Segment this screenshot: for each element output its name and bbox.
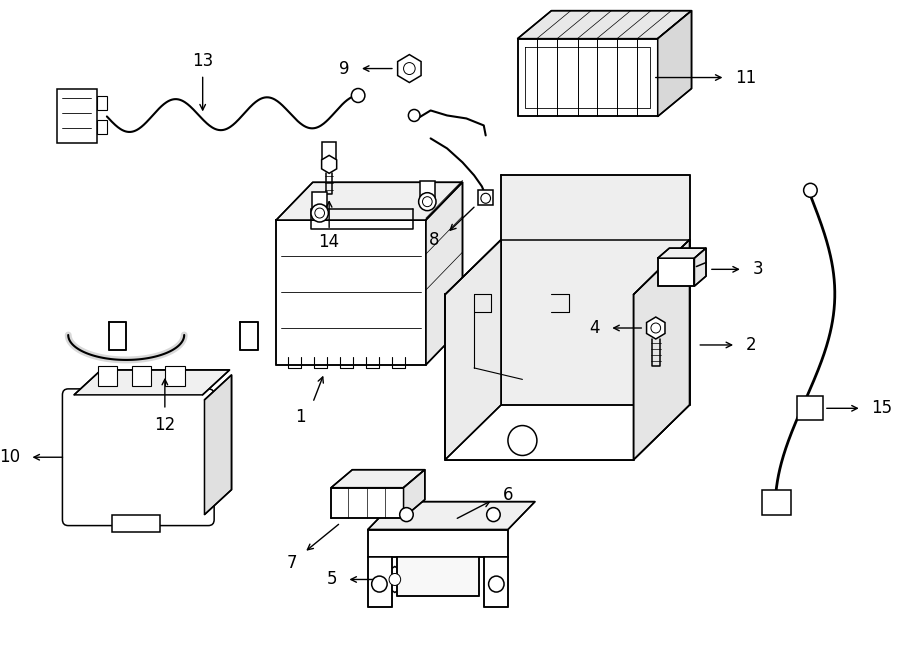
Polygon shape [426,182,463,365]
Circle shape [389,574,400,586]
Text: 1: 1 [295,408,305,426]
Circle shape [422,197,432,207]
Polygon shape [446,239,501,460]
Text: 6: 6 [503,486,514,504]
Circle shape [508,426,537,455]
Polygon shape [240,322,257,350]
Polygon shape [397,557,479,596]
Polygon shape [446,405,689,460]
Polygon shape [403,470,425,518]
Circle shape [315,208,325,218]
Circle shape [311,204,328,222]
Polygon shape [321,155,337,173]
Polygon shape [658,248,706,258]
Circle shape [403,63,415,75]
Polygon shape [484,557,508,607]
Polygon shape [74,370,230,395]
Circle shape [372,576,387,592]
Polygon shape [368,529,508,557]
Text: 12: 12 [154,416,176,434]
Text: 15: 15 [871,399,893,417]
Polygon shape [634,239,689,460]
Polygon shape [331,470,425,488]
Polygon shape [368,502,535,529]
Text: 7: 7 [287,553,297,572]
Text: 3: 3 [752,260,763,278]
Polygon shape [57,89,97,143]
Circle shape [804,183,817,197]
Bar [312,192,328,210]
Text: 8: 8 [428,231,439,249]
Polygon shape [446,295,634,460]
Polygon shape [97,97,107,110]
Circle shape [418,193,436,211]
Polygon shape [518,11,691,38]
Text: 10: 10 [0,448,20,466]
Text: 14: 14 [319,233,339,251]
Circle shape [481,193,491,204]
Text: 2: 2 [746,336,756,354]
Polygon shape [658,11,691,116]
FancyBboxPatch shape [62,389,214,525]
Polygon shape [97,120,107,134]
Circle shape [400,508,413,522]
Text: 13: 13 [192,52,213,71]
Polygon shape [276,182,463,220]
Polygon shape [166,366,184,386]
Polygon shape [646,317,665,339]
Polygon shape [322,142,336,165]
Circle shape [651,323,661,333]
Polygon shape [796,397,823,420]
Polygon shape [761,490,791,515]
Circle shape [351,89,364,102]
Polygon shape [501,175,689,405]
Polygon shape [478,190,493,206]
Polygon shape [331,488,403,518]
Polygon shape [658,258,695,286]
Text: 9: 9 [339,59,349,77]
Text: 5: 5 [327,570,337,588]
Polygon shape [204,375,231,515]
Bar [419,180,435,199]
Circle shape [409,110,420,122]
Polygon shape [109,322,126,350]
Polygon shape [112,515,160,531]
Text: 4: 4 [590,319,599,337]
Polygon shape [131,366,151,386]
Polygon shape [276,220,426,365]
Polygon shape [98,366,117,386]
Polygon shape [695,248,706,286]
Polygon shape [518,38,658,116]
Text: 11: 11 [735,69,756,87]
Polygon shape [384,566,406,592]
Circle shape [487,508,500,522]
Polygon shape [368,557,392,607]
Polygon shape [398,55,421,83]
Circle shape [489,576,504,592]
